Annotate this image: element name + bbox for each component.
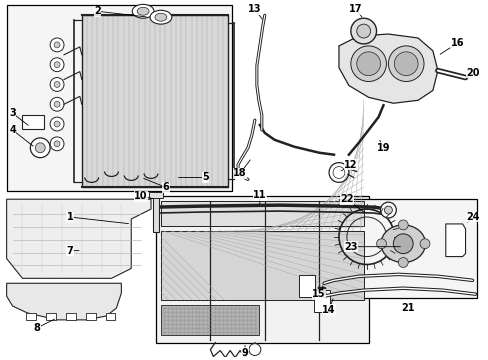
Text: 9: 9 bbox=[241, 347, 248, 357]
Text: 4: 4 bbox=[9, 125, 16, 135]
Circle shape bbox=[350, 18, 376, 44]
Circle shape bbox=[50, 77, 64, 91]
Bar bbox=[314, 290, 329, 312]
Text: 22: 22 bbox=[340, 194, 353, 204]
Circle shape bbox=[248, 343, 260, 355]
Circle shape bbox=[50, 137, 64, 151]
Bar bbox=[149, 192, 163, 198]
Circle shape bbox=[380, 202, 395, 218]
Circle shape bbox=[356, 24, 370, 38]
Circle shape bbox=[54, 81, 60, 87]
Bar bbox=[156, 196, 368, 343]
Circle shape bbox=[30, 138, 50, 158]
Ellipse shape bbox=[155, 13, 166, 21]
Circle shape bbox=[54, 101, 60, 107]
Circle shape bbox=[50, 97, 64, 111]
Bar bbox=[22, 115, 44, 129]
Text: 19: 19 bbox=[376, 143, 389, 153]
Text: 13: 13 bbox=[247, 4, 261, 14]
Circle shape bbox=[392, 234, 412, 253]
Text: 3: 3 bbox=[9, 108, 16, 118]
Text: 8: 8 bbox=[34, 323, 41, 333]
Circle shape bbox=[54, 141, 60, 147]
Ellipse shape bbox=[150, 10, 171, 24]
Bar bbox=[153, 192, 159, 232]
Circle shape bbox=[54, 121, 60, 127]
Circle shape bbox=[356, 52, 380, 76]
Bar bbox=[161, 305, 258, 335]
Text: 24: 24 bbox=[466, 212, 479, 222]
Text: 21: 21 bbox=[401, 303, 414, 313]
Text: 6: 6 bbox=[162, 182, 169, 192]
Text: 5: 5 bbox=[202, 172, 208, 183]
Circle shape bbox=[419, 239, 429, 249]
Text: 11: 11 bbox=[253, 190, 266, 200]
Text: 7: 7 bbox=[66, 246, 73, 256]
Text: 16: 16 bbox=[450, 38, 464, 48]
Ellipse shape bbox=[132, 4, 154, 18]
Bar bbox=[105, 313, 115, 320]
Circle shape bbox=[50, 58, 64, 72]
Bar bbox=[161, 231, 363, 300]
Circle shape bbox=[54, 42, 60, 48]
Circle shape bbox=[35, 143, 45, 153]
Polygon shape bbox=[338, 34, 437, 103]
Text: 1: 1 bbox=[66, 212, 73, 222]
Text: 2: 2 bbox=[94, 6, 101, 16]
Bar bbox=[66, 313, 76, 320]
Circle shape bbox=[384, 206, 391, 214]
Bar bbox=[7, 5, 232, 191]
Text: 12: 12 bbox=[344, 159, 357, 170]
Text: 18: 18 bbox=[233, 168, 246, 179]
Text: 15: 15 bbox=[312, 289, 325, 299]
Ellipse shape bbox=[380, 225, 425, 262]
Bar bbox=[85, 313, 96, 320]
Bar bbox=[299, 275, 315, 297]
Circle shape bbox=[387, 46, 423, 81]
Bar bbox=[161, 201, 363, 226]
Text: 10: 10 bbox=[134, 191, 147, 201]
Polygon shape bbox=[7, 283, 121, 320]
Polygon shape bbox=[7, 199, 151, 278]
Text: 23: 23 bbox=[344, 242, 357, 252]
Circle shape bbox=[50, 117, 64, 131]
Circle shape bbox=[50, 38, 64, 52]
Circle shape bbox=[393, 52, 417, 76]
Text: 20: 20 bbox=[466, 68, 479, 78]
Text: 14: 14 bbox=[322, 305, 335, 315]
Circle shape bbox=[398, 257, 407, 267]
Ellipse shape bbox=[137, 7, 149, 15]
Bar bbox=[338, 199, 476, 298]
Circle shape bbox=[54, 62, 60, 68]
Bar bbox=[26, 313, 36, 320]
Text: 17: 17 bbox=[348, 4, 362, 14]
Bar bbox=[81, 15, 228, 187]
Bar bbox=[46, 313, 56, 320]
Circle shape bbox=[350, 46, 386, 81]
Polygon shape bbox=[445, 224, 465, 257]
Circle shape bbox=[376, 239, 386, 249]
Circle shape bbox=[398, 220, 407, 230]
